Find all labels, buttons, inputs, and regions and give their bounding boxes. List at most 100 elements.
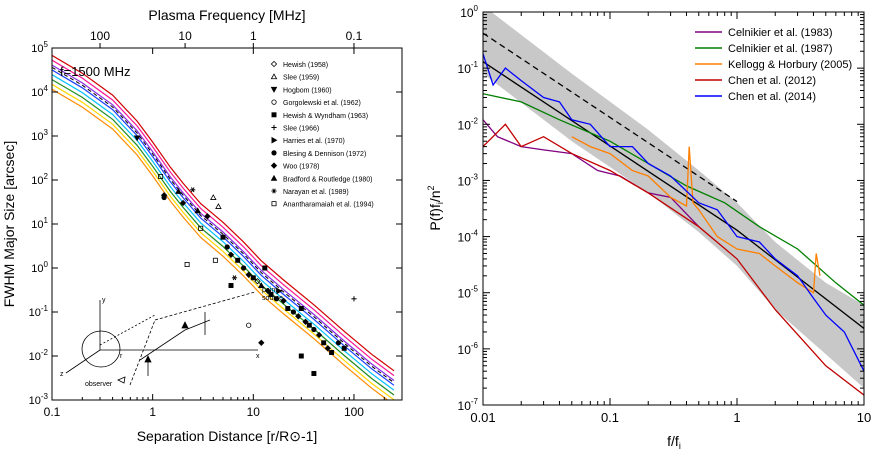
data-point	[341, 345, 347, 351]
data-point	[194, 207, 201, 214]
data-point	[311, 371, 317, 376]
legend-label: Hogbom (1960)	[283, 87, 332, 94]
model-dashed-curve	[52, 66, 395, 384]
data-point	[258, 339, 265, 346]
legend-marker	[270, 174, 278, 181]
data-point	[280, 297, 287, 304]
data-point	[227, 251, 235, 258]
data-point	[198, 225, 204, 231]
legend-marker	[271, 201, 277, 207]
legend-marker	[270, 73, 278, 80]
svg-text:x: x	[256, 353, 260, 360]
top-tick-label: 1	[250, 29, 257, 43]
series-line	[483, 93, 864, 306]
y-tick-label: 104	[31, 84, 48, 99]
data-point	[311, 326, 317, 333]
legend-marker	[271, 188, 277, 194]
data-point	[228, 283, 234, 288]
legend-label: Chen et al. (2014)	[728, 91, 816, 103]
x-tick-label: 0.01	[470, 410, 495, 425]
data-point	[258, 282, 265, 288]
y-tick-label: 102	[31, 172, 48, 187]
legend-marker	[270, 162, 278, 169]
data-point	[158, 174, 164, 179]
right-x-axis-title: f/fi	[667, 433, 681, 451]
legend-marker	[271, 112, 277, 118]
model-band-curve	[52, 79, 395, 396]
model-band-curve	[52, 54, 395, 372]
data-point	[175, 187, 182, 194]
data-point	[290, 309, 297, 315]
y-tick-label: 10-2	[458, 116, 479, 132]
data-point	[285, 306, 291, 311]
y-tick-label: 10-3	[458, 172, 479, 188]
y-tick-label: 10-1	[29, 304, 49, 319]
y-tick-label: 10-7	[458, 397, 479, 413]
right-legend: Celnikier et al. (1983) Celnikier et al. …	[695, 27, 852, 103]
data-point	[262, 265, 268, 271]
data-point	[212, 257, 218, 263]
legend-label: Bradford & Routledge (1980)	[283, 176, 373, 183]
x-tick-label: 100	[344, 405, 364, 419]
data-point	[179, 199, 187, 207]
data-point	[315, 331, 323, 339]
legend-marker	[271, 136, 278, 144]
data-point	[160, 192, 168, 199]
model-band-curve	[52, 69, 395, 386]
data-point	[235, 257, 241, 263]
legend-label: Narayan et al. (1989)	[283, 189, 349, 196]
data-point	[231, 275, 238, 281]
y-tick-label: 10-1	[458, 60, 479, 76]
data-point	[250, 275, 256, 281]
x-tick-label: 10	[247, 405, 261, 419]
legend-marker	[271, 99, 277, 105]
svg-text:y: y	[102, 297, 106, 304]
data-point	[306, 322, 312, 328]
data-point	[245, 271, 252, 278]
data-point	[184, 262, 190, 267]
svg-text:source: source	[262, 295, 283, 302]
model-band-curve	[52, 88, 389, 400]
legend-label: Celnikier et al. (1983)	[728, 27, 833, 39]
legend-label: Slee (1966)	[283, 126, 319, 133]
legend-label: Chen et al. (2012)	[728, 75, 816, 87]
data-point	[133, 135, 141, 142]
data-point	[335, 340, 342, 346]
y-tick-label: 105	[31, 40, 48, 55]
series-line	[483, 123, 864, 396]
data-point	[220, 234, 226, 240]
data-point	[295, 313, 302, 320]
data-point	[215, 203, 222, 209]
legend-label: Gorgolewski et al. (1962)	[283, 100, 361, 107]
svg-text:observer: observer	[85, 381, 113, 388]
y-tick-label: 10-6	[458, 341, 479, 357]
data-point	[224, 244, 230, 250]
legend-marker	[271, 124, 277, 131]
right-plot-frame	[482, 11, 865, 406]
model-band-curve	[52, 59, 395, 377]
legend-label: Hewish (1958)	[283, 62, 328, 69]
x-tick-label: 0.1	[601, 410, 619, 425]
model-band-curve	[52, 74, 395, 391]
right-panel: 0.01 0.1 1 10 10-7 10-6 10-5 10-4 10-3 10-2 10-1 10…	[426, 4, 871, 451]
svg-text:r: r	[120, 353, 123, 360]
series-line	[483, 119, 700, 228]
data-point	[302, 318, 309, 325]
left-x-axis-title: Separation Distance [r/R⊙-1]	[137, 428, 318, 444]
data-point	[210, 194, 217, 200]
y-tick-label: 103	[31, 128, 48, 143]
data-point	[268, 292, 274, 297]
data-point	[240, 265, 247, 271]
data-point	[329, 350, 335, 355]
y-tick-label: 10-2	[29, 348, 49, 363]
legend-label: Celnikier et al. (1987)	[728, 43, 833, 55]
y-tick-label: 100	[31, 260, 48, 275]
y-tick-label: 10-4	[458, 229, 479, 245]
data-point	[324, 345, 331, 352]
legend-label: Hewish & Wyndham (1963)	[283, 113, 368, 120]
legend-label: Anantharamaiah et al. (1994)	[283, 202, 374, 209]
top-tick-label: 0.1	[346, 29, 363, 43]
x-tick-label: 1	[733, 410, 740, 425]
legend-label: Harries et al. (1970)	[283, 138, 345, 145]
